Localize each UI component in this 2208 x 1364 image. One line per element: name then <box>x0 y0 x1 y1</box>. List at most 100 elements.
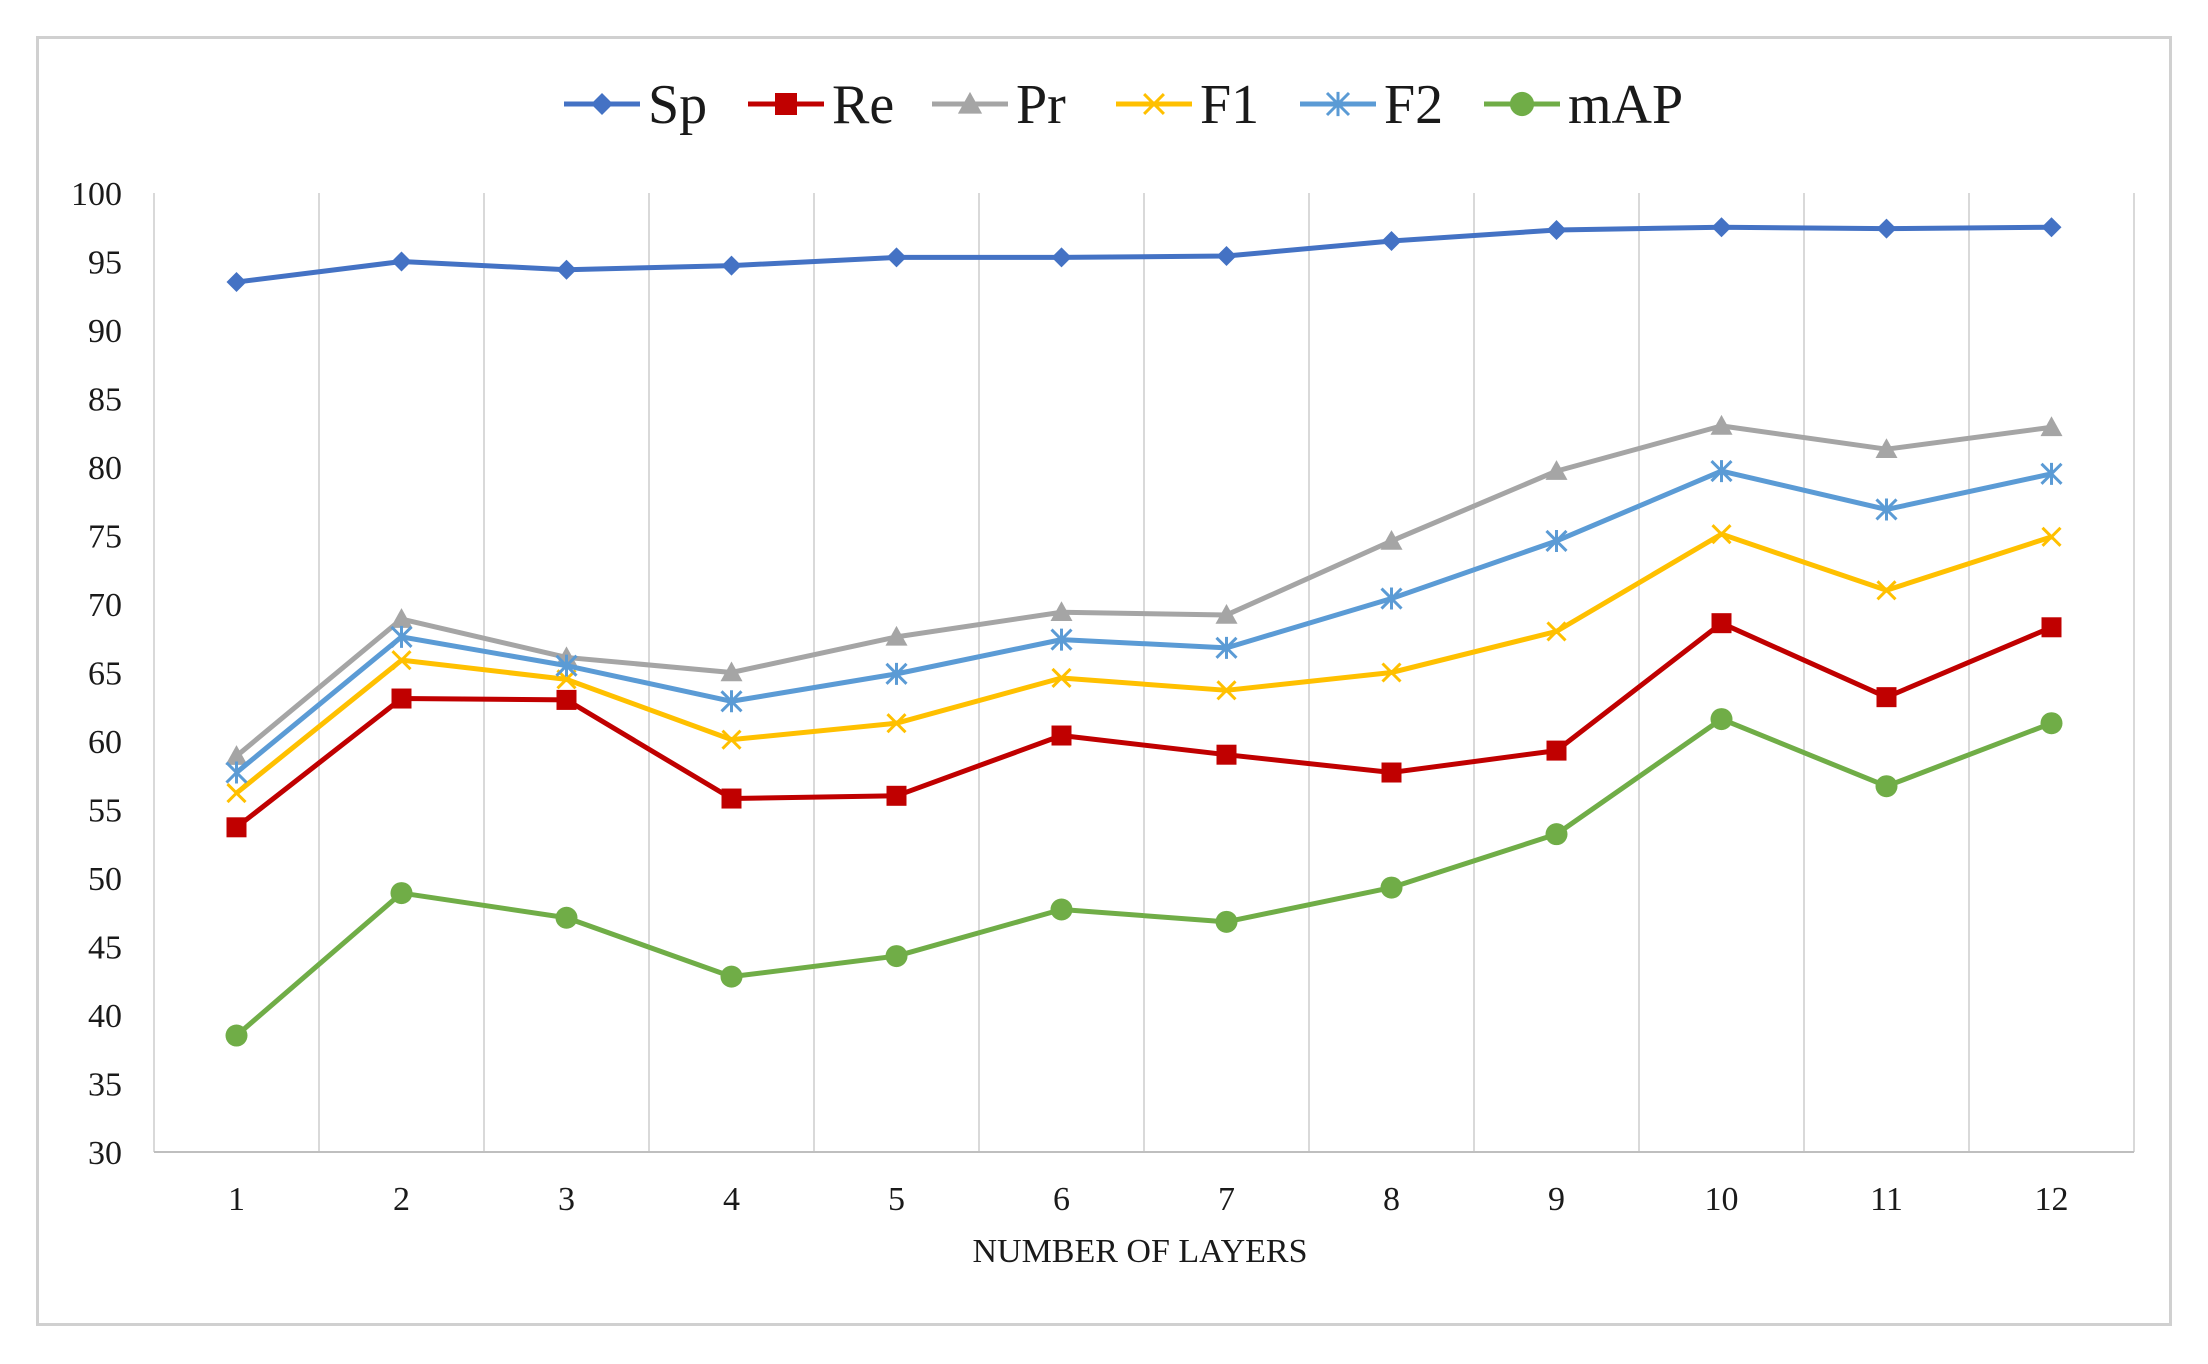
series-re <box>226 613 2062 838</box>
data-point-pr <box>720 661 743 682</box>
x-tick-label: 7 <box>1218 1181 1235 1218</box>
data-point-f1 <box>1711 524 1732 545</box>
y-tick-label: 95 <box>88 245 122 282</box>
data-point-pr <box>885 625 908 646</box>
data-point-f2 <box>885 662 908 685</box>
legend-label-re: Re <box>832 74 894 136</box>
data-point-re <box>1711 613 1732 634</box>
data-point-map <box>1050 898 1073 921</box>
data-point-f2 <box>1050 628 1073 651</box>
data-point-sp <box>2041 217 2062 238</box>
data-point-re <box>1546 740 1567 761</box>
series-f1 <box>226 524 2062 804</box>
data-point-f2 <box>1380 587 1403 610</box>
legend-marker-re <box>775 93 797 115</box>
data-point-re <box>1381 762 1402 783</box>
data-point-pr <box>1380 529 1403 550</box>
series-f2 <box>225 460 2063 784</box>
data-point-f1 <box>1216 680 1237 701</box>
y-tick-label: 50 <box>88 861 122 898</box>
data-point-sp <box>721 255 742 276</box>
legend: Sp Re Pr F1 F2 mAP <box>564 74 1683 136</box>
legend-item-pr: Pr <box>932 74 1066 136</box>
data-point-pr <box>1215 603 1238 624</box>
gridlines <box>318 193 1970 1152</box>
series-pr <box>225 414 2063 765</box>
data-point-map <box>1380 876 1403 899</box>
series-sp <box>226 217 2062 293</box>
legend-label-map: mAP <box>1568 74 1683 136</box>
y-tick-label: 30 <box>88 1135 122 1172</box>
legend-marker-sp <box>591 93 613 115</box>
data-point-re <box>886 785 907 806</box>
x-axis-title: NUMBER OF LAYERS <box>972 1233 1307 1270</box>
data-point-f1 <box>391 650 412 671</box>
data-point-map <box>2040 712 2063 735</box>
series-group <box>225 217 2063 1047</box>
data-point-map <box>225 1024 248 1047</box>
x-tick-label: 6 <box>1053 1181 1070 1218</box>
data-point-f2 <box>1710 460 1733 483</box>
data-point-sp <box>1381 230 1402 251</box>
data-point-sp <box>886 247 907 268</box>
x-tick-label: 9 <box>1548 1181 1565 1218</box>
data-point-sp <box>1711 217 1732 238</box>
y-tick-label: 70 <box>88 587 122 624</box>
y-tick-label: 75 <box>88 519 122 556</box>
data-point-f1 <box>886 713 907 734</box>
data-point-map <box>885 945 908 968</box>
data-point-map <box>1710 708 1733 731</box>
series-line-f2 <box>234 468 2053 775</box>
data-point-pr <box>390 608 413 628</box>
data-point-map <box>555 906 578 929</box>
data-point-map <box>720 965 743 988</box>
data-point-pr <box>1710 414 1733 435</box>
x-tick-label: 11 <box>1870 1181 1903 1218</box>
legend-item-sp: Sp <box>564 74 707 136</box>
data-point-pr <box>225 745 248 765</box>
legend-item-map: mAP <box>1484 74 1683 136</box>
legend-label-sp: Sp <box>648 74 707 136</box>
data-point-f1 <box>1051 667 1072 689</box>
y-tick-label: 85 <box>88 382 122 419</box>
legend-marker-pr <box>957 91 983 114</box>
data-point-f2 <box>720 690 743 713</box>
data-point-f2 <box>1215 636 1238 659</box>
data-point-re <box>1876 687 1897 708</box>
x-tick-label: 5 <box>888 1181 905 1218</box>
series-line-f1 <box>234 531 2053 796</box>
data-point-sp <box>1051 247 1072 268</box>
data-point-re <box>226 817 247 838</box>
data-point-pr <box>1050 601 1073 622</box>
legend-marker-f1 <box>1143 93 1165 115</box>
x-tick-label: 10 <box>1705 1181 1739 1218</box>
data-point-sp <box>1876 218 1897 239</box>
series-line-pr <box>234 423 2052 758</box>
data-point-re <box>2041 617 2062 638</box>
data-point-f1 <box>1381 662 1402 683</box>
series-map <box>225 708 2063 1047</box>
legend-item-f1: F1 <box>1116 74 1259 136</box>
x-tick-label: 8 <box>1383 1181 1400 1218</box>
data-point-sp <box>1216 246 1237 267</box>
series-line-sp <box>236 224 2052 285</box>
x-tick-label: 2 <box>393 1181 410 1218</box>
data-point-sp <box>226 272 247 293</box>
data-point-map <box>1215 910 1238 933</box>
legend-label-f2: F2 <box>1384 74 1443 136</box>
data-point-map <box>1545 823 1568 846</box>
data-point-f1 <box>2041 526 2062 547</box>
series-line-map <box>234 716 2053 1038</box>
series-line-re <box>234 620 2053 830</box>
data-point-pr <box>1545 460 1568 480</box>
y-tick-label: 35 <box>88 1067 122 1104</box>
data-point-re <box>1216 744 1237 765</box>
data-point-f2 <box>555 654 578 677</box>
y-tick-label: 65 <box>88 656 122 693</box>
y-tick-label: 90 <box>88 313 122 350</box>
x-tick-label: 3 <box>558 1181 575 1218</box>
data-point-f1 <box>721 729 742 750</box>
x-tick-label: 4 <box>723 1181 740 1218</box>
data-point-re <box>721 788 742 809</box>
